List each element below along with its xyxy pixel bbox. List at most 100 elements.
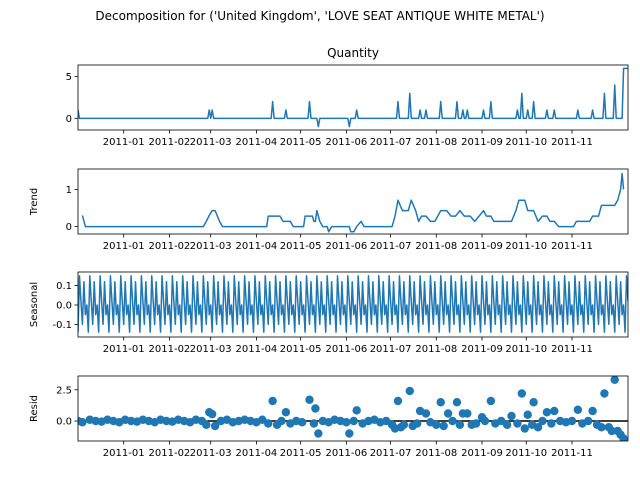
resid-point	[305, 395, 314, 404]
x-tick-label: 2011-08	[415, 448, 457, 459]
panel-title: Quantity	[327, 46, 379, 60]
x-tick-label: 2011-01	[103, 137, 145, 148]
x-tick-label: 2011-07	[370, 448, 412, 459]
resid-point	[207, 409, 217, 419]
resid-point	[607, 426, 616, 436]
figure-title: Decomposition for ('United Kingdom', 'LO…	[95, 9, 544, 23]
plot-area	[78, 376, 628, 441]
resid-point	[588, 406, 597, 416]
x-tick-label: 2011-07	[370, 344, 412, 355]
x-tick-label: 2011-03	[190, 137, 232, 148]
resid-point	[583, 416, 593, 426]
resid-point	[202, 420, 211, 429]
resid-point	[550, 406, 559, 416]
x-tick-label: 2011-09	[461, 448, 503, 459]
x-tick-label: 2011-04	[236, 241, 278, 252]
resid-point	[573, 405, 583, 414]
resid-point	[513, 419, 522, 428]
x-tick-label: 2011-07	[370, 137, 412, 148]
resid-point	[342, 418, 351, 427]
x-tick-label: 2011-10	[505, 137, 547, 148]
y-tick-label: -0.1	[52, 320, 72, 331]
resid-point	[507, 411, 516, 421]
resid-point	[533, 423, 543, 432]
resid-point	[309, 419, 319, 428]
y-tick-label: 0	[66, 222, 72, 233]
x-tick-label: 2011-05	[280, 448, 322, 459]
resid-point	[297, 418, 307, 427]
x-tick-label: 2011-10	[505, 344, 547, 355]
x-tick-label: 2011-03	[190, 241, 232, 252]
resid-point	[455, 420, 465, 429]
resid-point	[502, 420, 512, 429]
y-tick-label: 1	[66, 185, 72, 196]
resid-point	[421, 409, 431, 418]
resid-point	[268, 396, 277, 406]
x-tick-label: 2011-08	[415, 344, 457, 355]
x-tick-label: 2011-11	[551, 137, 593, 148]
resid-point	[567, 416, 577, 426]
plot-area	[78, 275, 628, 333]
resid-point	[311, 404, 320, 413]
resid-point	[281, 408, 291, 417]
x-tick-label: 2011-09	[461, 137, 503, 148]
resid-point	[448, 416, 457, 426]
resid-point	[542, 408, 552, 417]
y-tick-label: 0.1	[56, 281, 72, 292]
resid-point	[439, 421, 448, 431]
y-tick-label: 0.0	[56, 300, 72, 311]
resid-point	[597, 423, 606, 432]
y-axis-label: Resid	[29, 395, 40, 422]
x-tick-label: 2011-11	[551, 344, 593, 355]
series-line	[78, 275, 628, 333]
x-tick-label: 2011-11	[551, 241, 593, 252]
resid-point	[264, 419, 273, 428]
x-tick-label: 2011-05	[280, 344, 322, 355]
resid-point	[314, 429, 323, 438]
resid-point	[443, 409, 453, 418]
resid-point	[345, 429, 354, 438]
x-tick-label: 2011-01	[103, 241, 145, 252]
x-tick-label: 2011-05	[280, 137, 322, 148]
axes-frame	[77, 271, 629, 338]
resid-point	[436, 398, 445, 407]
x-tick-label: 2011-04	[236, 137, 278, 148]
x-tick-label: 2011-05	[280, 241, 322, 252]
y-tick-label: 5	[66, 72, 72, 83]
x-tick-label: 2011-06	[325, 448, 367, 459]
resid-point	[538, 416, 547, 426]
resid-point	[405, 386, 414, 396]
series-line	[78, 67, 628, 128]
resid-point	[393, 396, 403, 406]
x-tick-label: 2011-02	[149, 344, 191, 355]
resid-point	[619, 434, 628, 441]
resid-point	[600, 389, 609, 398]
y-axis-label: Seasonal	[29, 282, 40, 327]
resid-point	[210, 421, 220, 431]
x-tick-label: 2011-09	[461, 344, 503, 355]
axes-frame	[77, 168, 629, 235]
x-tick-label: 2011-08	[415, 241, 457, 252]
x-tick-label: 2011-10	[505, 241, 547, 252]
x-tick-label: 2011-02	[149, 448, 191, 459]
x-tick-label: 2011-02	[149, 137, 191, 148]
resid-point	[399, 420, 409, 429]
resid-point	[78, 418, 87, 427]
resid-point	[277, 416, 286, 426]
resid-point	[463, 409, 472, 418]
axes-frame	[77, 64, 629, 131]
x-tick-label: 2011-01	[103, 448, 145, 459]
resid-point	[523, 410, 532, 419]
resid-point	[517, 389, 527, 398]
y-tick-label: 0.0	[56, 417, 72, 428]
y-tick-label: 2.5	[56, 385, 72, 396]
x-tick-label: 2011-08	[415, 137, 457, 148]
x-tick-label: 2011-11	[551, 448, 593, 459]
y-axis-label: Trend	[29, 188, 40, 216]
